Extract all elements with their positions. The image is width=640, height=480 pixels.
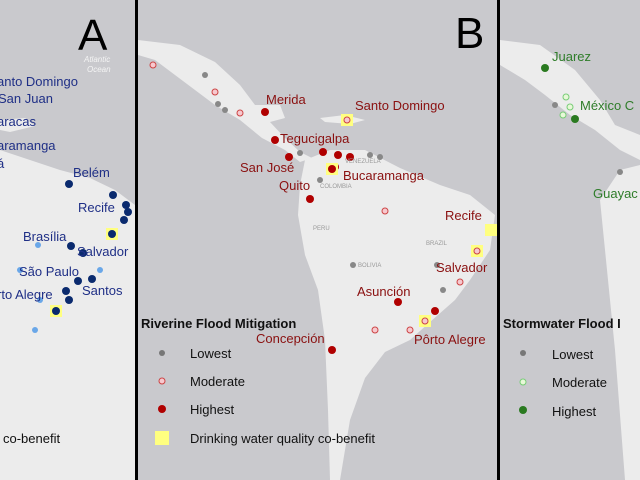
country-label: VENEZUELA xyxy=(345,159,381,165)
city-label: Quito xyxy=(279,178,310,193)
country-label: COLOMBIA xyxy=(320,184,352,190)
panel-letter: B xyxy=(455,9,484,58)
legend-marker xyxy=(520,350,526,356)
city-label: San Juan xyxy=(0,91,53,106)
city-label: á xyxy=(0,156,5,171)
city-label: México C xyxy=(580,98,634,113)
panel-letter: A xyxy=(78,11,108,60)
legend-label: Moderate xyxy=(190,374,245,389)
panel-divider xyxy=(497,0,500,480)
legend-marker xyxy=(158,377,166,385)
city-label: Santo Domingo xyxy=(355,98,445,113)
ocean-label: Atlantic xyxy=(83,55,110,64)
city-label: aramanga xyxy=(0,138,56,153)
legend-label: Highest xyxy=(190,402,234,417)
legend-marker xyxy=(159,350,165,356)
city-label: Salvador xyxy=(436,260,488,275)
legend-marker xyxy=(519,406,527,414)
city-label: Brasília xyxy=(23,229,67,244)
ocean-label: Ocean xyxy=(87,65,111,74)
legend-label: Moderate xyxy=(552,375,607,390)
city-label: Recife xyxy=(445,208,482,223)
legend-label: Drinking water quality co-benefit xyxy=(190,431,375,446)
country-label: BOLIVIA xyxy=(358,263,381,269)
city-label: Concepción xyxy=(256,331,325,346)
points xyxy=(17,180,132,333)
points xyxy=(149,61,497,354)
panel-a: A Atlantic Ocean anto Domingo San Juan a… xyxy=(0,0,135,480)
city-label: Santos xyxy=(82,283,123,298)
legend-label: Lowest xyxy=(552,347,594,362)
city-label: aracas xyxy=(0,114,37,129)
legend-label: Highest xyxy=(552,404,596,419)
city-label: Merida xyxy=(266,92,307,107)
land xyxy=(298,150,495,480)
land xyxy=(138,40,312,162)
legend-marker xyxy=(519,378,527,386)
city-label: Asunción xyxy=(357,284,410,299)
legend-label: Lowest xyxy=(190,346,232,361)
legend-marker xyxy=(155,431,169,445)
city-label: Bucaramanga xyxy=(343,168,425,183)
land xyxy=(0,150,135,480)
city-label: São Paulo xyxy=(19,264,79,279)
points xyxy=(541,64,623,175)
land xyxy=(0,118,35,132)
city-label: Recife xyxy=(78,200,115,215)
city-label: Tegucigalpa xyxy=(280,131,350,146)
panel-divider xyxy=(135,0,138,480)
panel-b: B Merida Santo Domingo Tegucigalpa San J… xyxy=(138,0,497,480)
land xyxy=(500,40,640,160)
city-label: Juarez xyxy=(552,49,591,64)
panel-c: Juarez México C Guayac Stormwater Flood … xyxy=(500,0,640,480)
legend-title: Stormwater Flood I xyxy=(503,316,621,331)
city-label: Belém xyxy=(73,165,110,180)
land xyxy=(600,165,640,480)
country-label: BRAZIL xyxy=(426,241,448,247)
city-label: rto Alegre xyxy=(0,287,53,302)
city-label: Guayac xyxy=(593,186,638,201)
city-label: Salvador xyxy=(77,244,129,259)
city-label: Pôrto Alegre xyxy=(414,332,486,347)
city-label: San José xyxy=(240,160,294,175)
city-label: anto Domingo xyxy=(0,74,78,89)
legend-label: co-benefit xyxy=(3,431,60,446)
legend-marker xyxy=(158,405,166,413)
legend-title: Riverine Flood Mitigation xyxy=(141,316,296,331)
country-label: PERU xyxy=(313,226,330,232)
